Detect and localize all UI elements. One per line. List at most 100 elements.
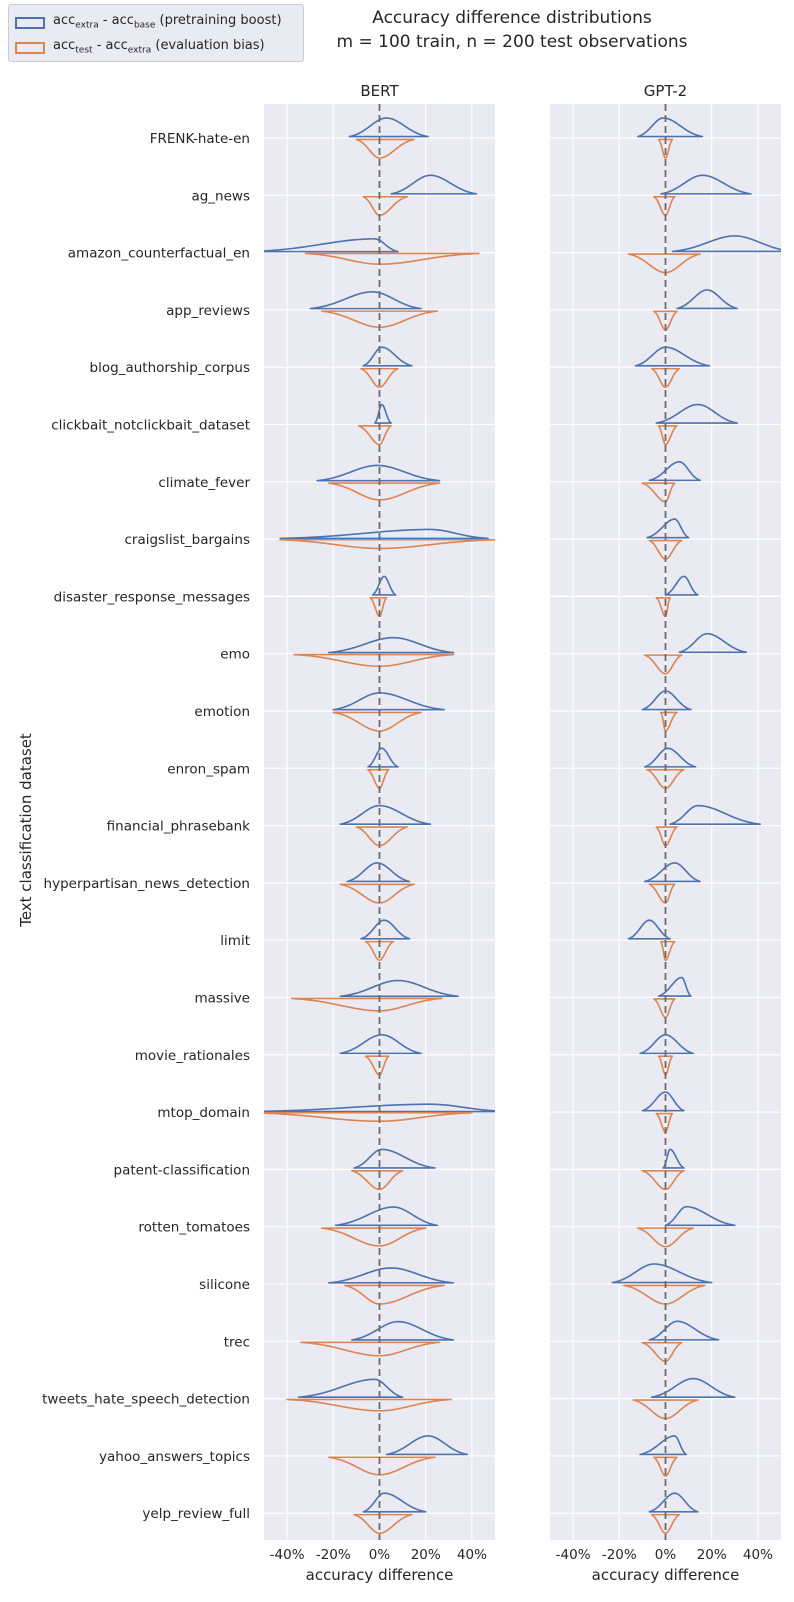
violin-bias-trec [300,1341,441,1357]
y-tick-label: mtop_domain [157,1105,250,1121]
violin-boost-emotion [332,692,445,711]
x-axis-label: accuracy difference [592,1566,740,1584]
violin-boost-amazon_counterfactual_en [671,235,781,253]
violin-boost-rotten_tomatoes [334,1206,439,1227]
violin-boost-financial_phrasebank [669,804,762,825]
x-tick-label: 40% [743,1547,773,1563]
panel-gpt-2: GPT-2 -40% -20% 0% 20% 40%accuracy difference [550,82,781,1584]
violin-bias-emo [643,654,683,675]
violin-boost-app_reviews [309,291,422,310]
violin-boost-mtop_domain [641,1091,685,1112]
violin-bias-climate_fever [327,482,441,501]
violin-bias-silicone [344,1284,445,1305]
violin-boost-hyperpartisan_news_detection [643,862,701,883]
violin-boost-silicone [611,1263,713,1284]
violin-bias-mtop_domain [264,1111,473,1123]
panels: BERT-40% -20% 0% 20% 40%accuracy differenceF… [42,82,781,1584]
y-tick-label: financial_phrasebank [107,819,251,835]
violin-bias-massive [653,998,676,1019]
violin-boost-emo [678,632,748,654]
x-tick-label: -20% [316,1547,351,1563]
y-tick-label: FRENK-hate-en [150,131,250,147]
violin-bias-blog_authorship_corpus [650,367,681,388]
violin-bias-limit [660,940,676,961]
y-axis-label: Text classification dataset [17,733,35,928]
x-tick-label: 20% [697,1547,727,1563]
violin-boost-ag_news [390,174,478,195]
violin-boost-climate_fever [316,464,441,482]
violin-bias-emotion [660,711,678,732]
violin-bias-yelp_review_full [650,1513,681,1534]
violin-bias-financial_phrasebank [355,826,409,847]
chart-title-line2: m = 100 train, n = 200 test observations [336,32,688,52]
violin-bias-disaster_response_messages [369,597,388,618]
y-tick-label: app_reviews [166,303,250,319]
x-tick-label: 20% [411,1547,441,1563]
legend-swatch-bias [15,42,45,55]
violin-boost-yahoo_answers_topics [385,1435,469,1456]
violin-boost-limit [627,919,671,940]
y-tick-label: massive [194,991,250,1007]
violin-bias-enron_spam [367,768,390,790]
y-tick-label: craigslist_bargains [124,532,250,548]
y-tick-label: emotion [194,704,250,720]
violin-boost-clickbait_notclickbait_dataset [655,403,738,424]
y-tick-label: hyperpartisan_news_detection [44,876,250,892]
y-tick-label: emo [220,647,250,663]
y-tick-label: yelp_review_full [142,1506,250,1522]
violin-bias-FRENK-hate-en [657,138,674,159]
violin-bias-ag_news [362,195,409,217]
violin-bias-FRENK-hate-en [355,138,415,159]
violin-bias-mtop_domain [655,1112,674,1133]
y-tick-label: patent-classification [114,1162,250,1178]
violin-bias-yelp_review_full [353,1513,413,1534]
violin-boost-movie_rationales [339,1034,422,1055]
violin-bias-tweets_hate_speech_detection [286,1398,452,1412]
y-tick-label: clickbait_notclickbait_dataset [51,418,250,434]
violin-boost-trec [350,1320,455,1341]
x-tick-label: -40% [556,1547,591,1563]
violin-bias-climate_fever [641,482,676,503]
x-tick-label: -20% [602,1547,637,1563]
y-tick-label: movie_rationales [135,1048,250,1064]
legend-label-bias: acctest - accextra (evaluation bias) [53,38,265,56]
violin-bias-ag_news [653,195,676,217]
violins [264,117,495,1534]
y-tick-label: climate_fever [158,475,250,491]
y-tick-label: limit [220,933,250,949]
violin-boost-blog_authorship_corpus [634,346,711,367]
violin-bias-emotion [332,711,422,732]
violin-boost-emo [327,636,455,654]
violin-boost-emotion [641,690,692,711]
violin-boost-patent-classification [353,1148,436,1169]
panel-title: GPT-2 [644,82,687,100]
x-axis-label: accuracy difference [306,1566,454,1584]
violin-boost-tweets_hate_speech_detection [297,1378,404,1399]
x-tick-label: 0% [369,1547,391,1563]
violin-bias-clickbait_notclickbait_dataset [657,425,678,446]
y-tick-label: rotten_tomatoes [138,1220,250,1236]
y-tick-label: silicone [199,1277,250,1293]
violin-boost-yelp_review_full [362,1492,427,1513]
x-tick-label: -40% [270,1547,305,1563]
violin-bias-app_reviews [320,310,439,329]
legend-item-boost: accextra - accbase (pretraining boost) [15,11,282,31]
violin-bias-yahoo_answers_topics [653,1456,678,1477]
violin-boost-mtop_domain [264,1103,495,1113]
violin-boost-movie_rationales [639,1034,695,1055]
y-tick-label: ag_news [191,188,250,204]
legend-label-boost: accextra - accbase (pretraining boost) [53,13,282,31]
violin-boost-amazon_counterfactual_en [264,238,399,253]
y-tick-label: enron_spam [167,761,250,777]
violin-bias-disaster_response_messages [655,597,671,618]
violin-boost-craigslist_bargains [279,528,489,540]
violin-bias-clickbait_notclickbait_dataset [357,425,392,446]
y-tick-label: blog_authorship_corpus [90,360,250,376]
chart-title-line1: Accuracy difference distributions [372,8,652,28]
violin-bias-financial_phrasebank [655,826,678,847]
legend: accextra - accbase (pretraining boost) a… [8,4,304,62]
violin-bias-emo [293,653,455,668]
violin-bias-yahoo_answers_topics [327,1456,436,1476]
violin-bias-patent-classification [350,1170,404,1191]
violin-boost-yelp_review_full [648,1492,699,1513]
